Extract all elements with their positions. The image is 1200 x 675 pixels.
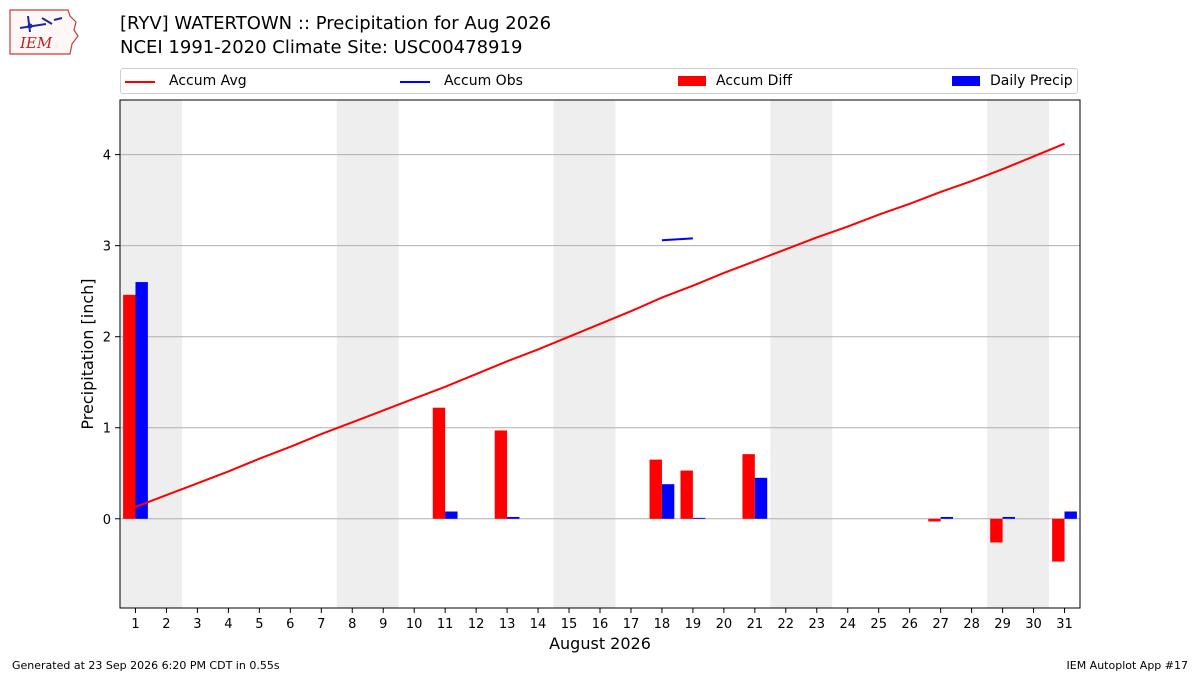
x-tick-label-12: 12 — [468, 617, 485, 632]
x-tick-label-8: 8 — [348, 617, 356, 632]
x-tick-label-16: 16 — [592, 617, 609, 632]
accum-diff-bar-day-18 — [649, 459, 662, 519]
accum-diff-bar-day-21 — [742, 454, 755, 519]
iowa-state-outline — [9, 9, 79, 55]
x-tick-label-24: 24 — [839, 617, 856, 632]
x-tick-label-11: 11 — [437, 617, 454, 632]
accum-obs-line — [661, 237, 693, 242]
daily-precip-bar-day-18 — [661, 484, 675, 519]
legend-label-daily-precip: Daily Precip — [990, 73, 1073, 89]
accum-diff-bar-day-1 — [123, 294, 136, 519]
y-tick-label-1: 1 — [103, 422, 111, 437]
x-tick-label-22: 22 — [778, 617, 795, 632]
x-tick-label-29: 29 — [994, 617, 1011, 632]
x-tick-label-10: 10 — [406, 617, 423, 632]
daily-precip-bar-day-31 — [1064, 511, 1077, 519]
x-tick-label-23: 23 — [809, 617, 826, 632]
y-tick-label-4: 4 — [103, 149, 111, 164]
x-axis-label: August 2026 — [549, 634, 651, 653]
iem-logo: IEM — [9, 9, 79, 55]
legend-swatch-daily-precip — [952, 76, 980, 86]
y-tick-label-3: 3 — [103, 240, 111, 255]
weekend-band-3 — [553, 100, 616, 608]
accum-diff-bar-day-29 — [990, 518, 1003, 543]
daily-precip-bar-day-29 — [1002, 516, 1015, 519]
y-axis-label: Precipitation [inch] — [78, 278, 97, 429]
x-tick-label-15: 15 — [561, 617, 578, 632]
accum-diff-bar-day-31 — [1052, 518, 1065, 562]
accum-diff-bar-day-13 — [494, 430, 508, 519]
weekend-band-4 — [770, 100, 833, 608]
x-tick-label-25: 25 — [870, 617, 887, 632]
x-tick-label-13: 13 — [499, 617, 516, 632]
weekend-band-2 — [336, 100, 399, 608]
x-tick-label-19: 19 — [685, 617, 702, 632]
y-tick-label-0: 0 — [103, 513, 111, 528]
x-tick-label-27: 27 — [932, 617, 949, 632]
footer-app: IEM Autoplot App #17 — [1066, 659, 1189, 672]
footer-generated: Generated at 23 Sep 2026 6:20 PM CDT in … — [12, 659, 280, 672]
daily-precip-bar-day-19 — [692, 517, 706, 519]
legend-swatch-accum-obs — [400, 81, 430, 83]
legend-label-accum-obs: Accum Obs — [444, 73, 523, 89]
x-tick-label-14: 14 — [530, 617, 547, 632]
logo-text: IEM — [19, 34, 53, 52]
chart-title: [RYV] WATERTOWN :: Precipitation for Aug… — [120, 13, 552, 34]
legend-label-accum-avg: Accum Avg — [169, 73, 247, 89]
legend-label-accum-diff: Accum Diff — [716, 73, 793, 89]
accum-diff-bar-day-11 — [432, 407, 446, 519]
legend-swatch-accum-diff — [678, 76, 706, 86]
accum-avg-line — [135, 142, 1065, 508]
x-tick-label-31: 31 — [1056, 617, 1073, 632]
x-tick-label-2: 2 — [162, 617, 170, 632]
daily-precip-bar-day-21 — [754, 477, 768, 519]
x-tick-label-9: 9 — [379, 617, 387, 632]
x-tick-label-5: 5 — [255, 617, 263, 632]
accum-diff-bar-day-27 — [928, 518, 941, 522]
x-tick-label-4: 4 — [224, 617, 232, 632]
chart-subtitle: NCEI 1991-2020 Climate Site: USC00478919 — [120, 37, 523, 58]
daily-precip-bar-day-1 — [135, 282, 148, 519]
x-tick-label-3: 3 — [193, 617, 201, 632]
x-tick-label-26: 26 — [901, 617, 918, 632]
y-tick-label-2: 2 — [103, 331, 111, 346]
accum-diff-bar-day-19 — [680, 470, 693, 519]
daily-precip-bar-day-13 — [507, 516, 520, 519]
x-tick-label-17: 17 — [623, 617, 640, 632]
x-tick-label-18: 18 — [654, 617, 671, 632]
x-tick-label-7: 7 — [317, 617, 325, 632]
x-tick-label-1: 1 — [131, 617, 139, 632]
legend: Accum Avg Accum Obs Accum Diff Daily Pre… — [120, 68, 1078, 94]
daily-precip-bar-day-27 — [940, 516, 954, 519]
x-tick-label-28: 28 — [963, 617, 980, 632]
x-tick-label-30: 30 — [1025, 617, 1042, 632]
x-tick-label-6: 6 — [286, 617, 294, 632]
x-tick-label-20: 20 — [716, 617, 733, 632]
legend-swatch-accum-avg — [125, 81, 155, 83]
daily-precip-bar-day-11 — [445, 511, 458, 519]
x-tick-label-21: 21 — [747, 617, 764, 632]
